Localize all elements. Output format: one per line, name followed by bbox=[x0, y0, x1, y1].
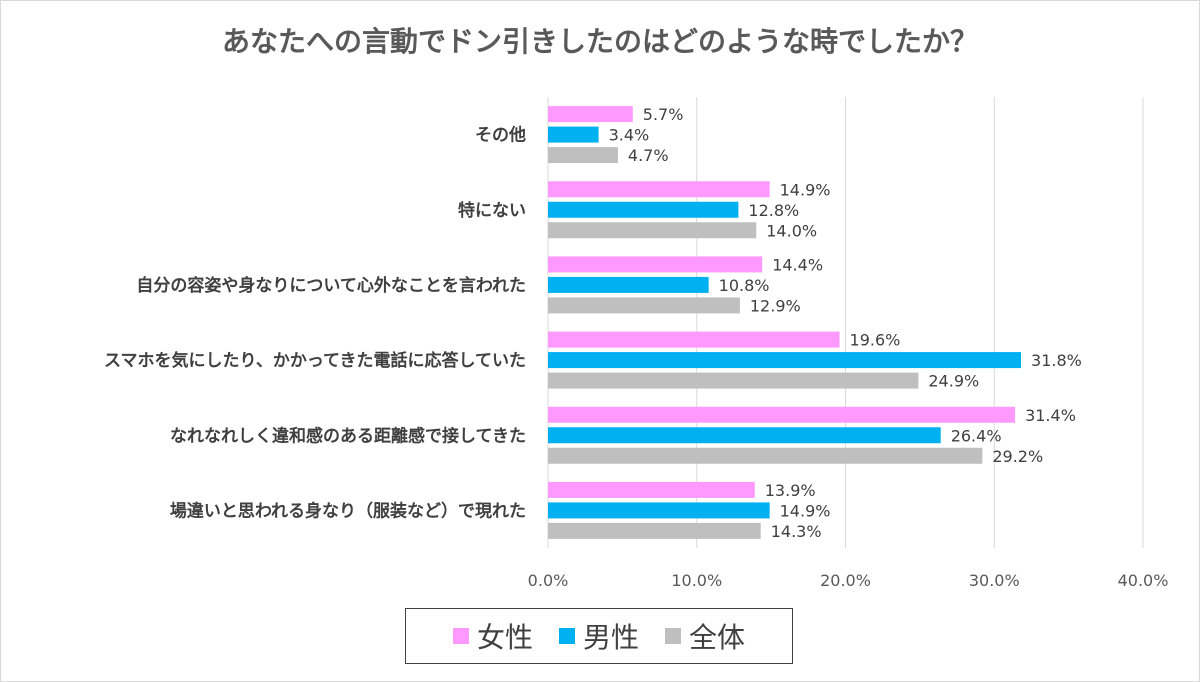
data-label: 29.2% bbox=[992, 447, 1043, 466]
x-tick-label: 0.0% bbox=[528, 571, 569, 590]
bar bbox=[548, 352, 1022, 369]
bar bbox=[548, 181, 770, 198]
category-label: スマホを気にしたり、かかってきた電話に応答していた bbox=[104, 350, 526, 371]
data-label: 12.8% bbox=[748, 201, 799, 220]
bar bbox=[548, 447, 983, 464]
legend-label-male: 男性 bbox=[582, 621, 639, 654]
bar bbox=[548, 372, 919, 389]
bar bbox=[548, 481, 755, 498]
bar bbox=[548, 406, 1016, 423]
data-label: 14.3% bbox=[771, 522, 822, 541]
bar bbox=[548, 201, 739, 218]
legend-swatch-female bbox=[452, 628, 469, 644]
data-label: 5.7% bbox=[643, 105, 684, 124]
bar bbox=[548, 256, 763, 273]
data-label: 14.4% bbox=[772, 255, 823, 274]
x-tick-label: 20.0% bbox=[820, 571, 871, 590]
x-tick-label: 10.0% bbox=[671, 571, 722, 590]
bar bbox=[548, 297, 740, 314]
data-label: 31.4% bbox=[1025, 406, 1076, 425]
data-label: 10.8% bbox=[719, 276, 770, 295]
bar bbox=[548, 147, 618, 164]
data-label: 3.4% bbox=[609, 126, 650, 145]
bar bbox=[548, 331, 840, 348]
data-label: 14.0% bbox=[766, 221, 817, 240]
category-label: 自分の容姿や身なりについて心外なことを言われた bbox=[136, 275, 526, 296]
bar bbox=[548, 522, 761, 539]
legend-swatch-male bbox=[558, 628, 575, 644]
x-tick-label: 30.0% bbox=[969, 571, 1020, 590]
legend-swatch-overall bbox=[665, 628, 681, 644]
data-label: 14.9% bbox=[780, 501, 831, 520]
legend-item-female: 女性 bbox=[452, 616, 533, 656]
legend-label-female: 女性 bbox=[476, 621, 533, 654]
x-tick-label: 40.0% bbox=[1118, 571, 1169, 590]
data-label: 24.9% bbox=[928, 372, 979, 391]
legend-item-male: 男性 bbox=[558, 616, 639, 656]
data-label: 14.9% bbox=[780, 180, 831, 199]
bar bbox=[548, 106, 633, 123]
chart-title: あなたへの言動でドン引きしたのはどのような時でしたか？ bbox=[221, 25, 978, 58]
category-label: 特にない bbox=[458, 200, 526, 221]
legend-label-overall: 全体 bbox=[689, 621, 746, 654]
legend-item-overall: 全体 bbox=[665, 616, 745, 656]
category-label: その他 bbox=[475, 125, 526, 146]
legend: 女性 男性 全体 bbox=[405, 608, 793, 664]
data-label: 26.4% bbox=[951, 426, 1002, 445]
bar bbox=[548, 427, 941, 444]
bar bbox=[548, 502, 770, 519]
bar bbox=[548, 276, 709, 293]
bar bbox=[548, 222, 757, 239]
data-label: 13.9% bbox=[765, 481, 816, 500]
category-label: 場違いと思われる身なり（服装など）で現れた bbox=[170, 500, 526, 521]
data-label: 31.8% bbox=[1031, 351, 1082, 370]
bar bbox=[548, 126, 599, 143]
data-label: 12.9% bbox=[750, 296, 801, 315]
data-label: 19.6% bbox=[850, 331, 901, 350]
data-label: 4.7% bbox=[628, 146, 669, 165]
category-label: なれなれしく違和感のある距離感で接してきた bbox=[170, 425, 526, 446]
